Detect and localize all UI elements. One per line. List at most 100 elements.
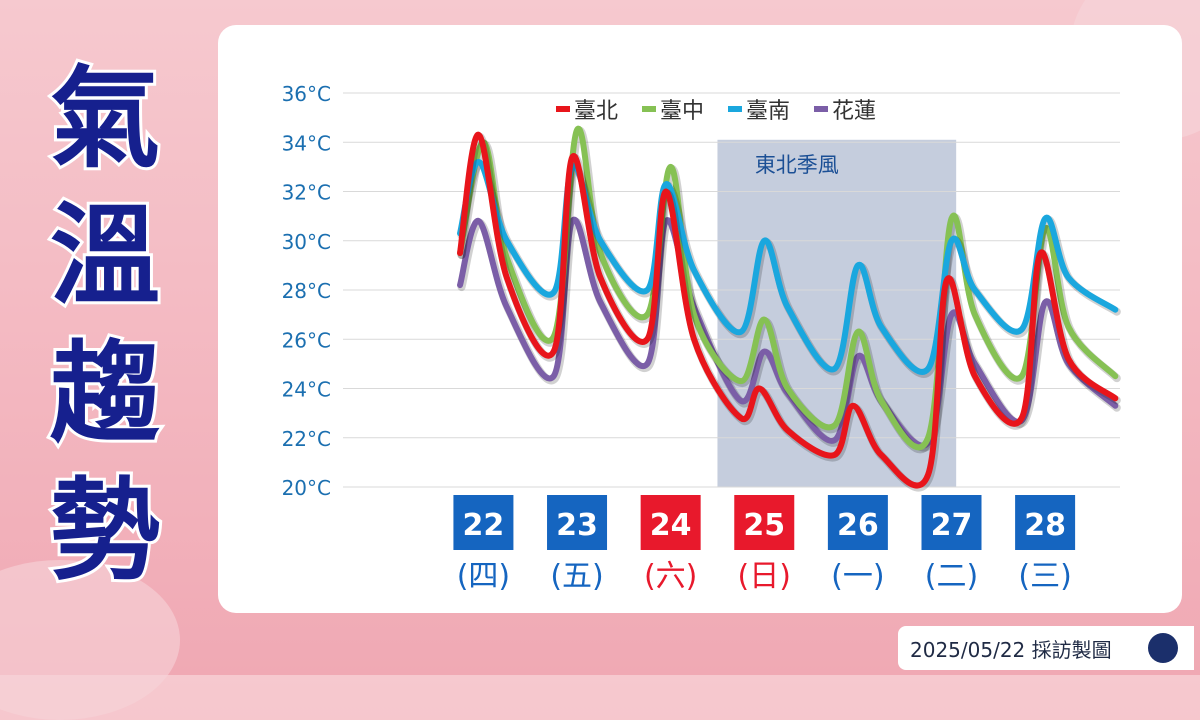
data-point: [833, 454, 835, 456]
data-point: [459, 284, 461, 286]
data-point: [787, 388, 789, 389]
data-point: [1068, 326, 1070, 328]
data-point: [506, 257, 508, 259]
data-point: [974, 363, 976, 365]
legend-label: 臺中: [660, 99, 704, 124]
data-point: [927, 474, 929, 476]
data-point: [1114, 309, 1116, 311]
day-weekday-label: (五): [550, 559, 603, 594]
data-point: [478, 161, 480, 163]
page-title-char: 趨: [47, 327, 163, 461]
legend-swatch: [556, 106, 570, 112]
data-point: [763, 240, 765, 242]
footer-text: 2025/05/22 採訪製圖: [910, 637, 1112, 662]
annotation-label: 東北季風: [755, 153, 839, 177]
data-point: [1068, 277, 1070, 279]
data-point: [833, 439, 835, 441]
data-point: [852, 405, 854, 407]
data-point: [740, 331, 742, 333]
data-point: [506, 277, 508, 279]
data-point: [459, 252, 461, 254]
data-point: [646, 289, 648, 291]
day-date-label: 22: [463, 508, 505, 543]
day-weekday-label: (一): [831, 559, 884, 594]
data-point: [693, 269, 695, 271]
data-point: [833, 424, 835, 426]
data-point: [1114, 405, 1116, 407]
data-point: [553, 336, 555, 338]
day-date-label: 26: [837, 508, 879, 543]
temperature-chart: 20°C 22°C 24°C 26°C 28°C 30°C 32°C 34°C 36°C 東北季風…: [282, 82, 1121, 594]
data-point: [1021, 328, 1023, 330]
data-point: [1044, 227, 1046, 229]
data-point: [1044, 301, 1046, 303]
day-date-label: 27: [931, 508, 973, 543]
legend-swatch: [642, 106, 656, 112]
data-point: [599, 301, 601, 303]
data-point: [599, 252, 601, 254]
data-point: [880, 326, 882, 328]
data-point: [553, 375, 555, 377]
series-line: [457, 131, 1119, 489]
data-point: [1039, 252, 1041, 254]
data-point: [571, 220, 573, 222]
data-point: [553, 291, 555, 293]
legend-label: 花蓮: [832, 99, 876, 124]
data-point: [693, 314, 695, 316]
day-box: [547, 495, 608, 550]
data-point: [946, 279, 948, 281]
page-title-char: 氣: [47, 52, 163, 186]
monsoon-band: [717, 139, 957, 487]
data-point: [693, 338, 695, 340]
legend-swatch: [814, 106, 828, 112]
data-point: [646, 338, 648, 340]
data-point: [665, 220, 667, 222]
day-box: [734, 495, 795, 550]
day-date-label: 23: [556, 508, 598, 543]
data-point: [927, 368, 929, 370]
data-point: [665, 183, 667, 185]
data-point: [646, 363, 648, 365]
y-tick-label: 34°C: [282, 131, 331, 155]
data-point: [927, 437, 929, 439]
y-tick-label: 24°C: [282, 378, 331, 402]
day-date-label: 24: [650, 508, 692, 543]
data-point: [1021, 417, 1023, 419]
data-point: [950, 218, 952, 220]
data-point: [478, 220, 480, 222]
cwa-logo-icon: [1148, 633, 1178, 663]
data-point: [506, 240, 508, 242]
day-box: [453, 495, 514, 550]
day-box: [921, 495, 982, 550]
data-point: [787, 306, 789, 308]
y-tick-label: 36°C: [282, 82, 331, 106]
data-point: [478, 134, 480, 136]
y-tick-label: 30°C: [282, 230, 331, 254]
data-point: [787, 429, 789, 431]
day-weekday-label: (三): [1018, 559, 1071, 594]
page-title-char: 勢: [47, 464, 163, 598]
data-point: [1068, 358, 1070, 360]
data-point: [740, 417, 742, 419]
day-box: [640, 495, 701, 550]
data-point: [665, 191, 667, 192]
data-point: [599, 240, 601, 242]
data-point: [950, 314, 952, 316]
page-title-char: 溫: [47, 189, 163, 323]
day-weekday-label: (六): [644, 559, 697, 594]
data-point: [880, 454, 882, 456]
data-point: [571, 156, 573, 158]
data-point: [950, 240, 952, 242]
data-point: [599, 277, 601, 279]
page-title: 氣溫趨勢: [40, 52, 170, 598]
day-date-label: 25: [743, 508, 785, 543]
data-point: [763, 319, 765, 321]
day-weekday-label: (四): [457, 559, 510, 594]
day-date-label: 28: [1024, 508, 1066, 543]
chart-card: 20°C 22°C 24°C 26°C 28°C 30°C 32°C 34°C 36°C 東北季風…: [218, 25, 1182, 613]
y-tick-label: 20°C: [282, 476, 331, 500]
data-point: [1114, 375, 1116, 377]
legend-label: 臺北: [574, 99, 618, 124]
y-tick-label: 26°C: [282, 328, 331, 352]
day-box: [1015, 495, 1076, 550]
